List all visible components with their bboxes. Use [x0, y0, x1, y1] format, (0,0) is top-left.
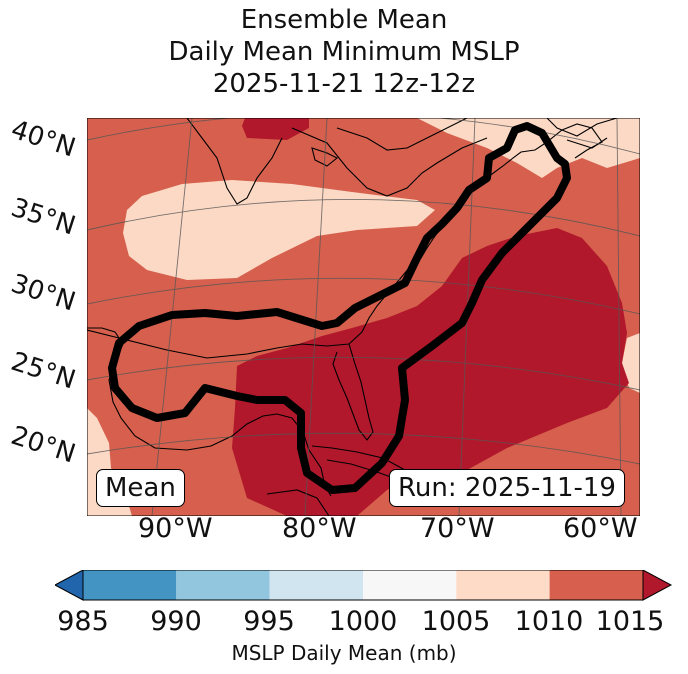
colorbar-label: MSLP Daily Mean (mb)	[231, 641, 457, 665]
colorbar-extend-high	[642, 570, 673, 601]
title-line-3: 2025-11-21 12z-12z	[212, 69, 476, 99]
lat-label-35: 35°N	[7, 192, 79, 242]
field-1005-1010-northeast	[417, 118, 640, 178]
lon-label-80: 80°W	[282, 513, 357, 544]
colorbar-bin-995-1000	[269, 570, 363, 600]
colorbar-extend-low	[55, 570, 84, 601]
colorbar-tick-995: 995	[243, 606, 295, 637]
colorbar-bin-1000-1005	[363, 570, 457, 600]
colorbar-bin-1010-1015	[549, 570, 643, 600]
map-panel	[87, 118, 640, 516]
colorbar-tick-1015: 1015	[595, 606, 665, 637]
lat-label-25: 25°N	[7, 346, 79, 396]
colorbar-bin-985-990	[83, 570, 177, 600]
lon-label-90: 90°W	[138, 513, 213, 544]
lon-label-70: 70°W	[420, 513, 495, 544]
chart-title: Ensemble Mean Daily Mean Minimum MSLP 20…	[0, 4, 688, 100]
graticule	[87, 118, 640, 516]
title-line-1: Ensemble Mean	[240, 5, 448, 35]
colorbar	[55, 570, 673, 601]
title-line-2: Daily Mean Minimum MSLP	[168, 37, 520, 67]
threshold-contour	[108, 122, 571, 494]
colorbar-bin-1005-1010	[456, 570, 550, 600]
lon-label-60: 60°W	[563, 513, 638, 544]
field-1005-1010-plains	[123, 180, 435, 280]
lat-label-30: 30°N	[7, 268, 79, 318]
colorbar-bin-990-995	[176, 570, 270, 600]
colorbar-tick-985: 985	[57, 606, 109, 637]
colorbar-tick-1010: 1010	[514, 606, 584, 637]
run-date-box: Run: 2025-11-19	[389, 469, 625, 507]
colorbar-tick-1005: 1005	[421, 606, 491, 637]
colorbar-tick-1000: 1000	[328, 606, 398, 637]
lat-label-40: 40°N	[7, 114, 79, 164]
colorbar-tick-990: 990	[150, 606, 202, 637]
lat-label-20: 20°N	[7, 420, 79, 470]
mean-label-box: Mean	[96, 469, 185, 507]
field-1015-main	[232, 228, 629, 516]
field-1015-great-lakes	[242, 118, 309, 140]
